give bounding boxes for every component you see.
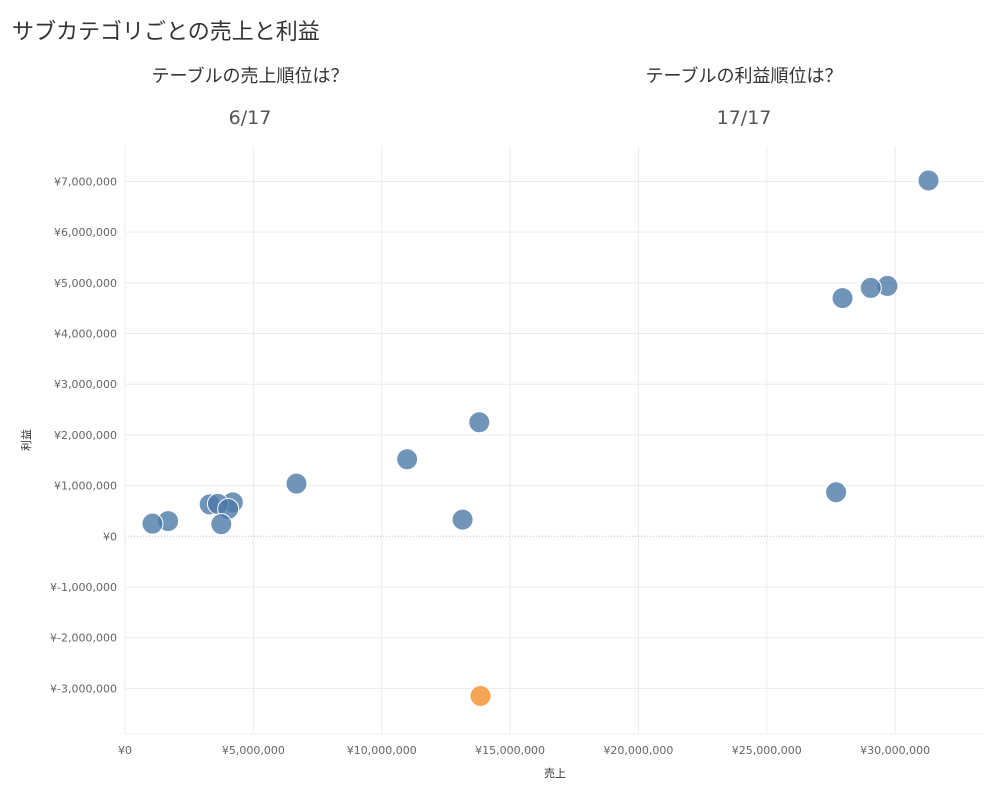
y-axis-title: 利益 xyxy=(19,429,33,451)
y-tick-label: ¥3,000,000 xyxy=(54,378,117,391)
x-tick-label: ¥10,000,000 xyxy=(347,744,417,757)
y-tick-label: ¥5,000,000 xyxy=(54,277,117,290)
gridlines xyxy=(125,146,985,734)
data-point[interactable] xyxy=(468,411,491,434)
profit-rank-value: 17/17 xyxy=(716,107,772,129)
x-axis-title: 売上 xyxy=(544,767,566,780)
y-tick-label: ¥0 xyxy=(103,530,117,543)
x-tick-label: ¥5,000,000 xyxy=(222,744,285,757)
data-point[interactable] xyxy=(210,513,233,536)
sales-rank-question: テーブルの売上順位は？ xyxy=(151,66,349,87)
y-tick-label: ¥7,000,000 xyxy=(54,175,117,188)
y-tick-label: ¥1,000,000 xyxy=(54,480,117,493)
y-tick-label: ¥2,000,000 xyxy=(54,429,117,442)
data-point[interactable] xyxy=(825,481,848,504)
x-tick-label: ¥15,000,000 xyxy=(475,744,545,757)
axes: ¥0 ¥5,000,000 ¥10,000,000 ¥15,000,000 ¥20,00… xyxy=(50,146,985,757)
x-tick-label: ¥20,000,000 xyxy=(603,744,673,757)
data-point[interactable] xyxy=(831,287,854,310)
data-point[interactable] xyxy=(917,169,940,192)
profit-rank-question: テーブルの利益順位は？ xyxy=(645,66,843,87)
data-point[interactable] xyxy=(859,276,882,299)
x-tick-label: ¥0 xyxy=(118,744,132,757)
data-point[interactable] xyxy=(396,448,419,471)
sales-rank-value: 6/17 xyxy=(228,107,272,129)
y-tick-label: ¥6,000,000 xyxy=(54,226,117,239)
chart-title: サブカテゴリごとの売上と利益 xyxy=(12,20,320,45)
data-point[interactable] xyxy=(285,472,308,495)
y-tick-label: ¥-2,000,000 xyxy=(50,632,117,645)
data-point[interactable] xyxy=(451,508,474,531)
y-tick-label: ¥-3,000,000 xyxy=(50,682,117,695)
x-tick-label: ¥30,000,000 xyxy=(860,744,930,757)
data-points xyxy=(141,169,940,707)
data-point[interactable] xyxy=(141,512,164,535)
highlighted-data-point[interactable] xyxy=(469,684,492,707)
y-tick-label: ¥-1,000,000 xyxy=(50,581,117,594)
y-tick-label: ¥4,000,000 xyxy=(54,328,117,341)
x-tick-label: ¥25,000,000 xyxy=(732,744,802,757)
